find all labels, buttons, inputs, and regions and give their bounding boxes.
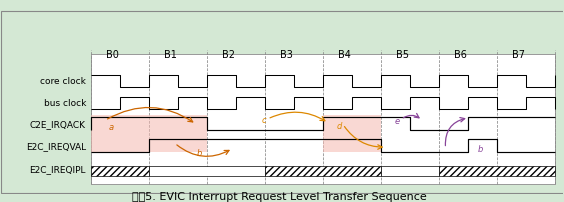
Text: E2C_IREQIPL: E2C_IREQIPL bbox=[29, 165, 86, 174]
Text: B3: B3 bbox=[280, 49, 293, 60]
Bar bbox=[265, 166, 381, 176]
Text: d: d bbox=[336, 121, 342, 130]
Bar bbox=[439, 166, 554, 176]
Bar bbox=[323, 116, 381, 153]
Bar bbox=[91, 166, 148, 176]
Text: 图表5. EVIC Interrupt Request Level Transfer Sequence: 图表5. EVIC Interrupt Request Level Transf… bbox=[132, 191, 426, 201]
Text: B2: B2 bbox=[222, 49, 235, 60]
Text: core clock: core clock bbox=[40, 77, 86, 86]
Text: e: e bbox=[394, 117, 399, 126]
Bar bbox=[381, 166, 439, 176]
Text: B4: B4 bbox=[338, 49, 351, 60]
Text: b: b bbox=[478, 145, 483, 154]
Bar bbox=[91, 54, 554, 184]
Text: b: b bbox=[197, 149, 202, 158]
Text: B0: B0 bbox=[106, 49, 119, 60]
Text: c: c bbox=[261, 116, 266, 125]
Text: a: a bbox=[108, 123, 113, 132]
Text: bus clock: bus clock bbox=[43, 98, 86, 107]
Text: B1: B1 bbox=[164, 49, 177, 60]
Bar bbox=[148, 166, 265, 176]
Bar bbox=[91, 116, 206, 153]
Text: B5: B5 bbox=[396, 49, 409, 60]
Text: C2E_IRQACK: C2E_IRQACK bbox=[30, 120, 86, 128]
Text: B6: B6 bbox=[454, 49, 467, 60]
Text: E2C_IREQVAL: E2C_IREQVAL bbox=[26, 141, 86, 150]
Text: B7: B7 bbox=[512, 49, 525, 60]
